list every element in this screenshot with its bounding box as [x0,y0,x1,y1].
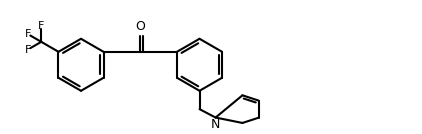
Text: O: O [135,20,145,33]
Text: F: F [24,29,31,39]
Text: F: F [38,21,44,31]
Text: F: F [24,45,31,55]
Text: N: N [211,118,220,131]
